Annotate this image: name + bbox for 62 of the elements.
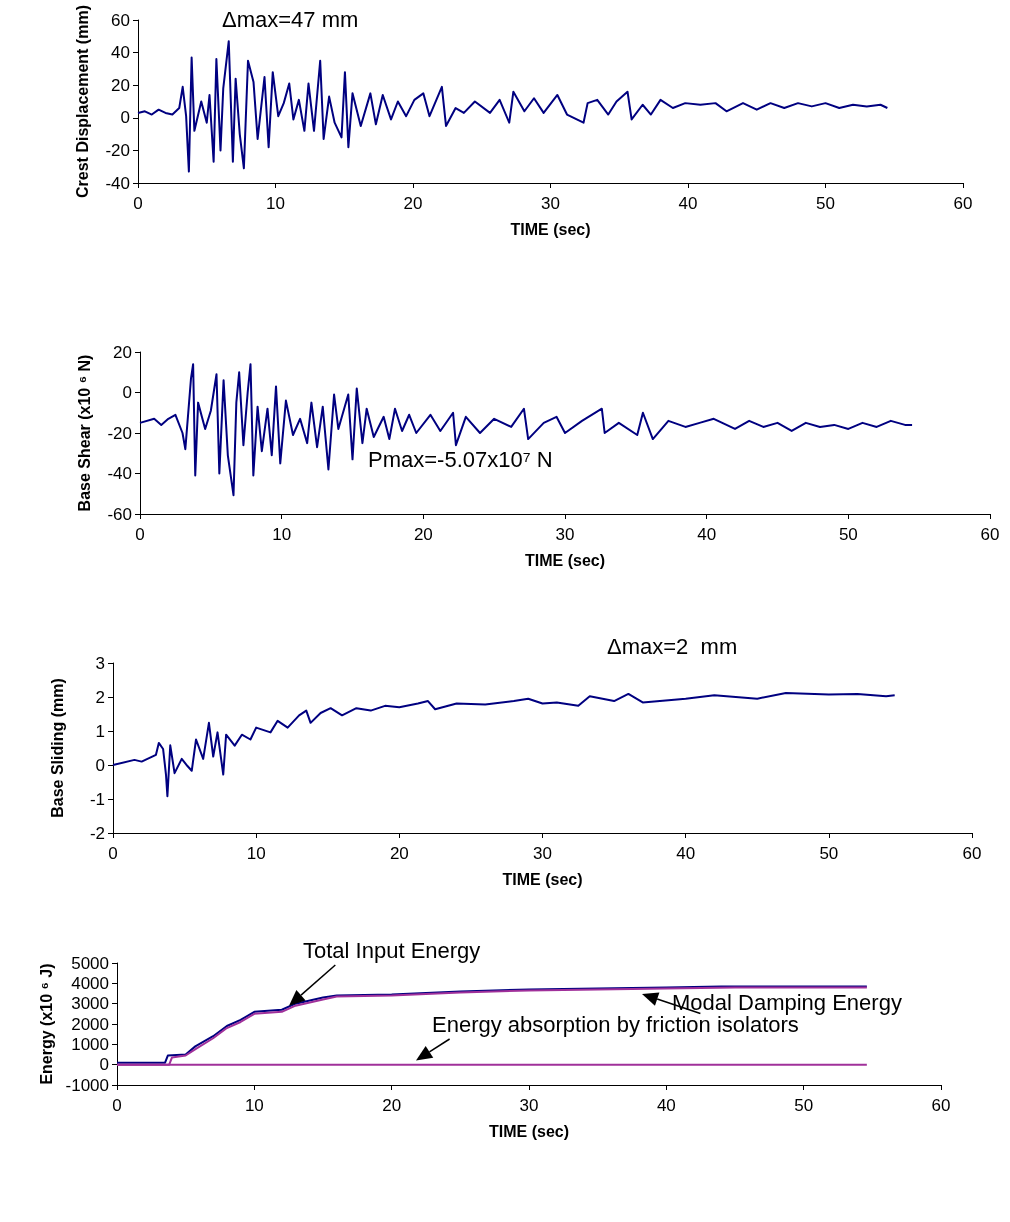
y-tick-label: -40 — [105, 173, 130, 193]
y-axis-title: Crest Displacement (mm) — [73, 5, 91, 198]
x-axis-title: TIME (sec) — [502, 870, 583, 888]
y-tick-label: 1 — [95, 721, 105, 741]
y-tick-label: 40 — [111, 43, 130, 63]
x-tick-label: 40 — [676, 844, 696, 863]
x-tick-label: 40 — [697, 525, 717, 544]
x-tick-label: 30 — [519, 1096, 539, 1115]
x-tick-label: 10 — [246, 844, 266, 863]
y-tick-label: 2000 — [71, 1014, 109, 1034]
y-tick-label: 20 — [113, 342, 132, 362]
y-tick-label: -20 — [107, 423, 132, 443]
x-tick-label: 50 — [819, 844, 839, 863]
y-tick-label: 4000 — [71, 973, 109, 993]
y-tick-label: 0 — [120, 108, 130, 128]
text: Δmax=2 mm — [607, 633, 738, 659]
annotation: Modal Damping Energy — [672, 989, 902, 1015]
y-tick-label: 5000 — [71, 953, 109, 973]
y-tick-label: -1000 — [65, 1075, 109, 1095]
y-axis-title: Base Shear (x10 ⁶ N) — [75, 354, 93, 512]
x-tick-label: 50 — [816, 194, 835, 213]
x-tick-label: 10 — [266, 194, 285, 213]
x-tick-label: 20 — [403, 194, 423, 213]
x-tick-label: 30 — [555, 525, 575, 544]
x-tick-label: 40 — [656, 1096, 676, 1115]
x-axis-title: TIME (sec) — [524, 551, 606, 569]
x-tick-label: 40 — [678, 194, 698, 213]
x-tick-label: 10 — [272, 525, 292, 544]
x-tick-label: 50 — [794, 1096, 814, 1115]
x-tick-label: 60 — [962, 844, 982, 863]
y-tick-label: -2 — [89, 823, 105, 843]
x-tick-label: 20 — [389, 844, 409, 863]
x-tick-label: 60 — [953, 194, 973, 213]
y-tick-label: 20 — [111, 75, 130, 95]
y-tick-label: 3000 — [71, 994, 109, 1014]
annotation: Δmax=47 mm — [222, 6, 359, 32]
y-tick-label: 2 — [95, 687, 105, 707]
annotation: Total Input Energy — [303, 937, 481, 963]
y-tick-label: 0 — [99, 1055, 109, 1075]
annotation: Pmax=-5.07x10⁷ N — [368, 446, 553, 472]
x-tick-label: 60 — [980, 525, 1000, 544]
y-tick-label: -1 — [89, 789, 105, 809]
x-axis-title: TIME (sec) — [488, 1122, 570, 1140]
y-tick-label: -20 — [105, 140, 130, 160]
x-tick-label: 50 — [838, 525, 858, 544]
x-tick-label: 0 — [135, 525, 145, 544]
y-axis-title: Base Sliding (mm) — [48, 678, 66, 818]
x-tick-label: 60 — [931, 1096, 951, 1115]
y-tick-label: 0 — [122, 383, 132, 402]
x-tick-label: 20 — [413, 525, 433, 544]
y-axis-title: Energy (x10 ⁶ J) — [38, 963, 56, 1085]
x-tick-label: 30 — [541, 194, 560, 213]
x-tick-label: 20 — [382, 1096, 402, 1115]
x-tick-label: 10 — [244, 1096, 264, 1115]
y-tick-label: -60 — [107, 504, 132, 524]
x-axis-title: TIME (sec) — [510, 220, 591, 238]
y-tick-label: 3 — [95, 653, 105, 673]
y-tick-label: 60 — [111, 10, 130, 30]
x-tick-label: 30 — [533, 844, 552, 863]
y-tick-label: -40 — [107, 464, 132, 483]
y-tick-label: 1000 — [71, 1034, 109, 1054]
y-tick-label: 0 — [95, 755, 105, 775]
